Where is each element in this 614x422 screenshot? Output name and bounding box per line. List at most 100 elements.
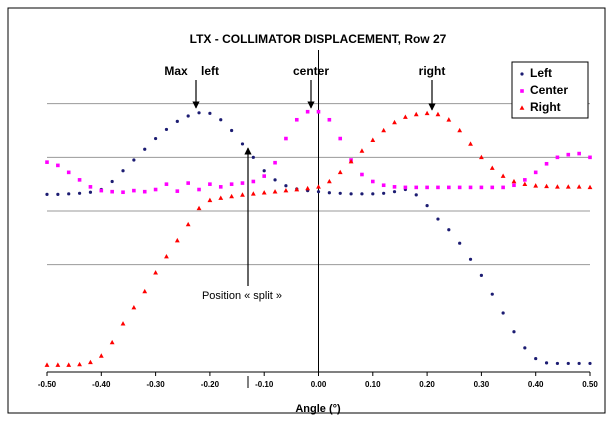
data-point [219,118,223,122]
data-point [67,192,71,196]
data-point [489,165,495,170]
legend-label: Center [530,83,568,97]
data-point [164,182,169,186]
data-point [45,160,49,164]
legend-box [511,61,589,119]
data-point [110,179,114,184]
data-point [143,147,147,151]
data-point [555,155,560,160]
x-axis-label: Angle (°) [295,403,341,415]
data-point [121,169,125,173]
data-point [360,172,364,177]
data-point [468,141,473,146]
data-point [511,178,517,184]
data-point [120,321,126,326]
data-point [77,361,82,367]
data-point [261,190,267,195]
data-point [577,361,581,366]
annotation: left [201,64,219,78]
plot-area: -0.50 -0.40 -0.30 -0.20 -0.10 0.00 0.10 0.20 0.3… [38,50,598,389]
data-point [98,353,104,358]
data-point [381,183,386,188]
data-point [56,192,60,196]
data-point [359,148,365,153]
data-point [175,119,179,123]
legend-marker [519,105,525,110]
data-point [305,185,311,191]
legend-marker [520,89,524,93]
data-point [533,170,538,175]
legend-label: Left [530,66,552,80]
data-point [44,362,50,367]
data-point [272,189,278,194]
data-point [566,361,570,366]
annotation: Max [164,64,188,78]
data-point [284,136,288,141]
data-point [142,189,147,194]
data-point [348,159,354,164]
data-point [153,270,158,275]
data-point [349,192,353,196]
data-point [45,192,49,196]
data-point [99,188,104,193]
data-point [523,346,527,350]
data-point [587,184,593,190]
data-point [196,205,202,211]
annotation: center [293,64,329,78]
data-point [251,179,256,184]
data-point [577,151,581,156]
data-point [425,204,429,208]
data-point [490,292,494,296]
data-point [207,197,213,203]
data-point [77,191,82,195]
data-point [382,191,386,195]
data-point [316,184,321,189]
data-point [164,127,169,132]
data-point [447,185,451,190]
data-point [413,111,419,117]
data-point [294,117,299,122]
data-point [327,117,332,122]
legend: Left Center Right [511,61,589,119]
data-point [316,190,321,194]
data-point [458,241,462,245]
data-point [512,330,516,334]
data-point [565,184,571,189]
data-point [240,192,245,197]
data-point [208,111,212,115]
chart-title: LTX - COLLIMATOR DISPLACEMENT, Row 27 [190,32,447,46]
data-point [121,190,125,195]
data-point [447,228,451,232]
data-point [479,273,483,277]
data-point [522,181,528,186]
data-point [371,192,375,196]
data-point [174,237,180,243]
data-point [424,110,430,116]
data-point [185,221,191,227]
legend-label: Right [530,100,561,114]
data-point [544,361,549,365]
data-point [262,169,266,173]
data-point [175,189,180,193]
data-point [284,184,288,188]
data-point [360,192,364,196]
data-point [197,187,201,192]
x-tick-label: 0.20 [419,380,435,389]
data-point [294,186,300,192]
data-point [251,155,255,159]
data-point [436,185,440,190]
x-tick-label: 0.00 [311,380,327,389]
data-point [544,161,549,166]
data-point [109,339,115,345]
x-tick-label: 0.40 [528,380,544,389]
data-point [392,119,397,125]
data-point [468,257,473,261]
data-point [186,181,190,185]
data-point [446,117,452,122]
data-point [273,178,277,182]
data-point [501,311,505,315]
data-point [436,217,440,221]
data-point [338,136,343,141]
data-point [218,185,223,189]
